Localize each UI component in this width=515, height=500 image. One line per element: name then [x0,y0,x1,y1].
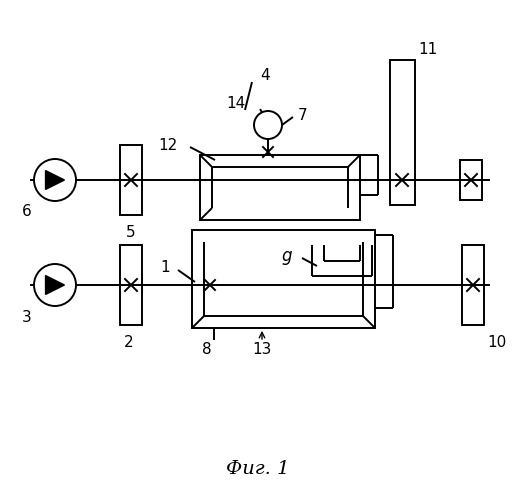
Text: Фиг. 1: Фиг. 1 [226,460,290,478]
Text: 11: 11 [418,42,437,57]
Polygon shape [45,276,64,294]
Text: 7: 7 [298,108,307,122]
Text: 10: 10 [487,335,506,350]
Bar [390,60,415,205]
Text: 1: 1 [160,260,170,274]
Circle shape [254,111,282,139]
Text: 8: 8 [202,342,212,357]
Bar [120,245,142,325]
Polygon shape [45,170,64,190]
Text: 5: 5 [126,225,136,240]
Text: 14: 14 [227,96,246,110]
Text: 2: 2 [124,335,134,350]
Bar [200,155,360,220]
Text: 3: 3 [22,310,32,324]
Circle shape [34,159,76,201]
Bar [120,145,142,215]
Circle shape [34,264,76,306]
Text: 4: 4 [260,68,270,82]
Text: 12: 12 [159,138,178,152]
Text: 13: 13 [252,342,272,357]
Bar [462,245,484,325]
Text: 6: 6 [22,204,32,220]
Text: g: g [282,247,292,265]
Bar [460,160,482,200]
Bar [192,230,375,328]
